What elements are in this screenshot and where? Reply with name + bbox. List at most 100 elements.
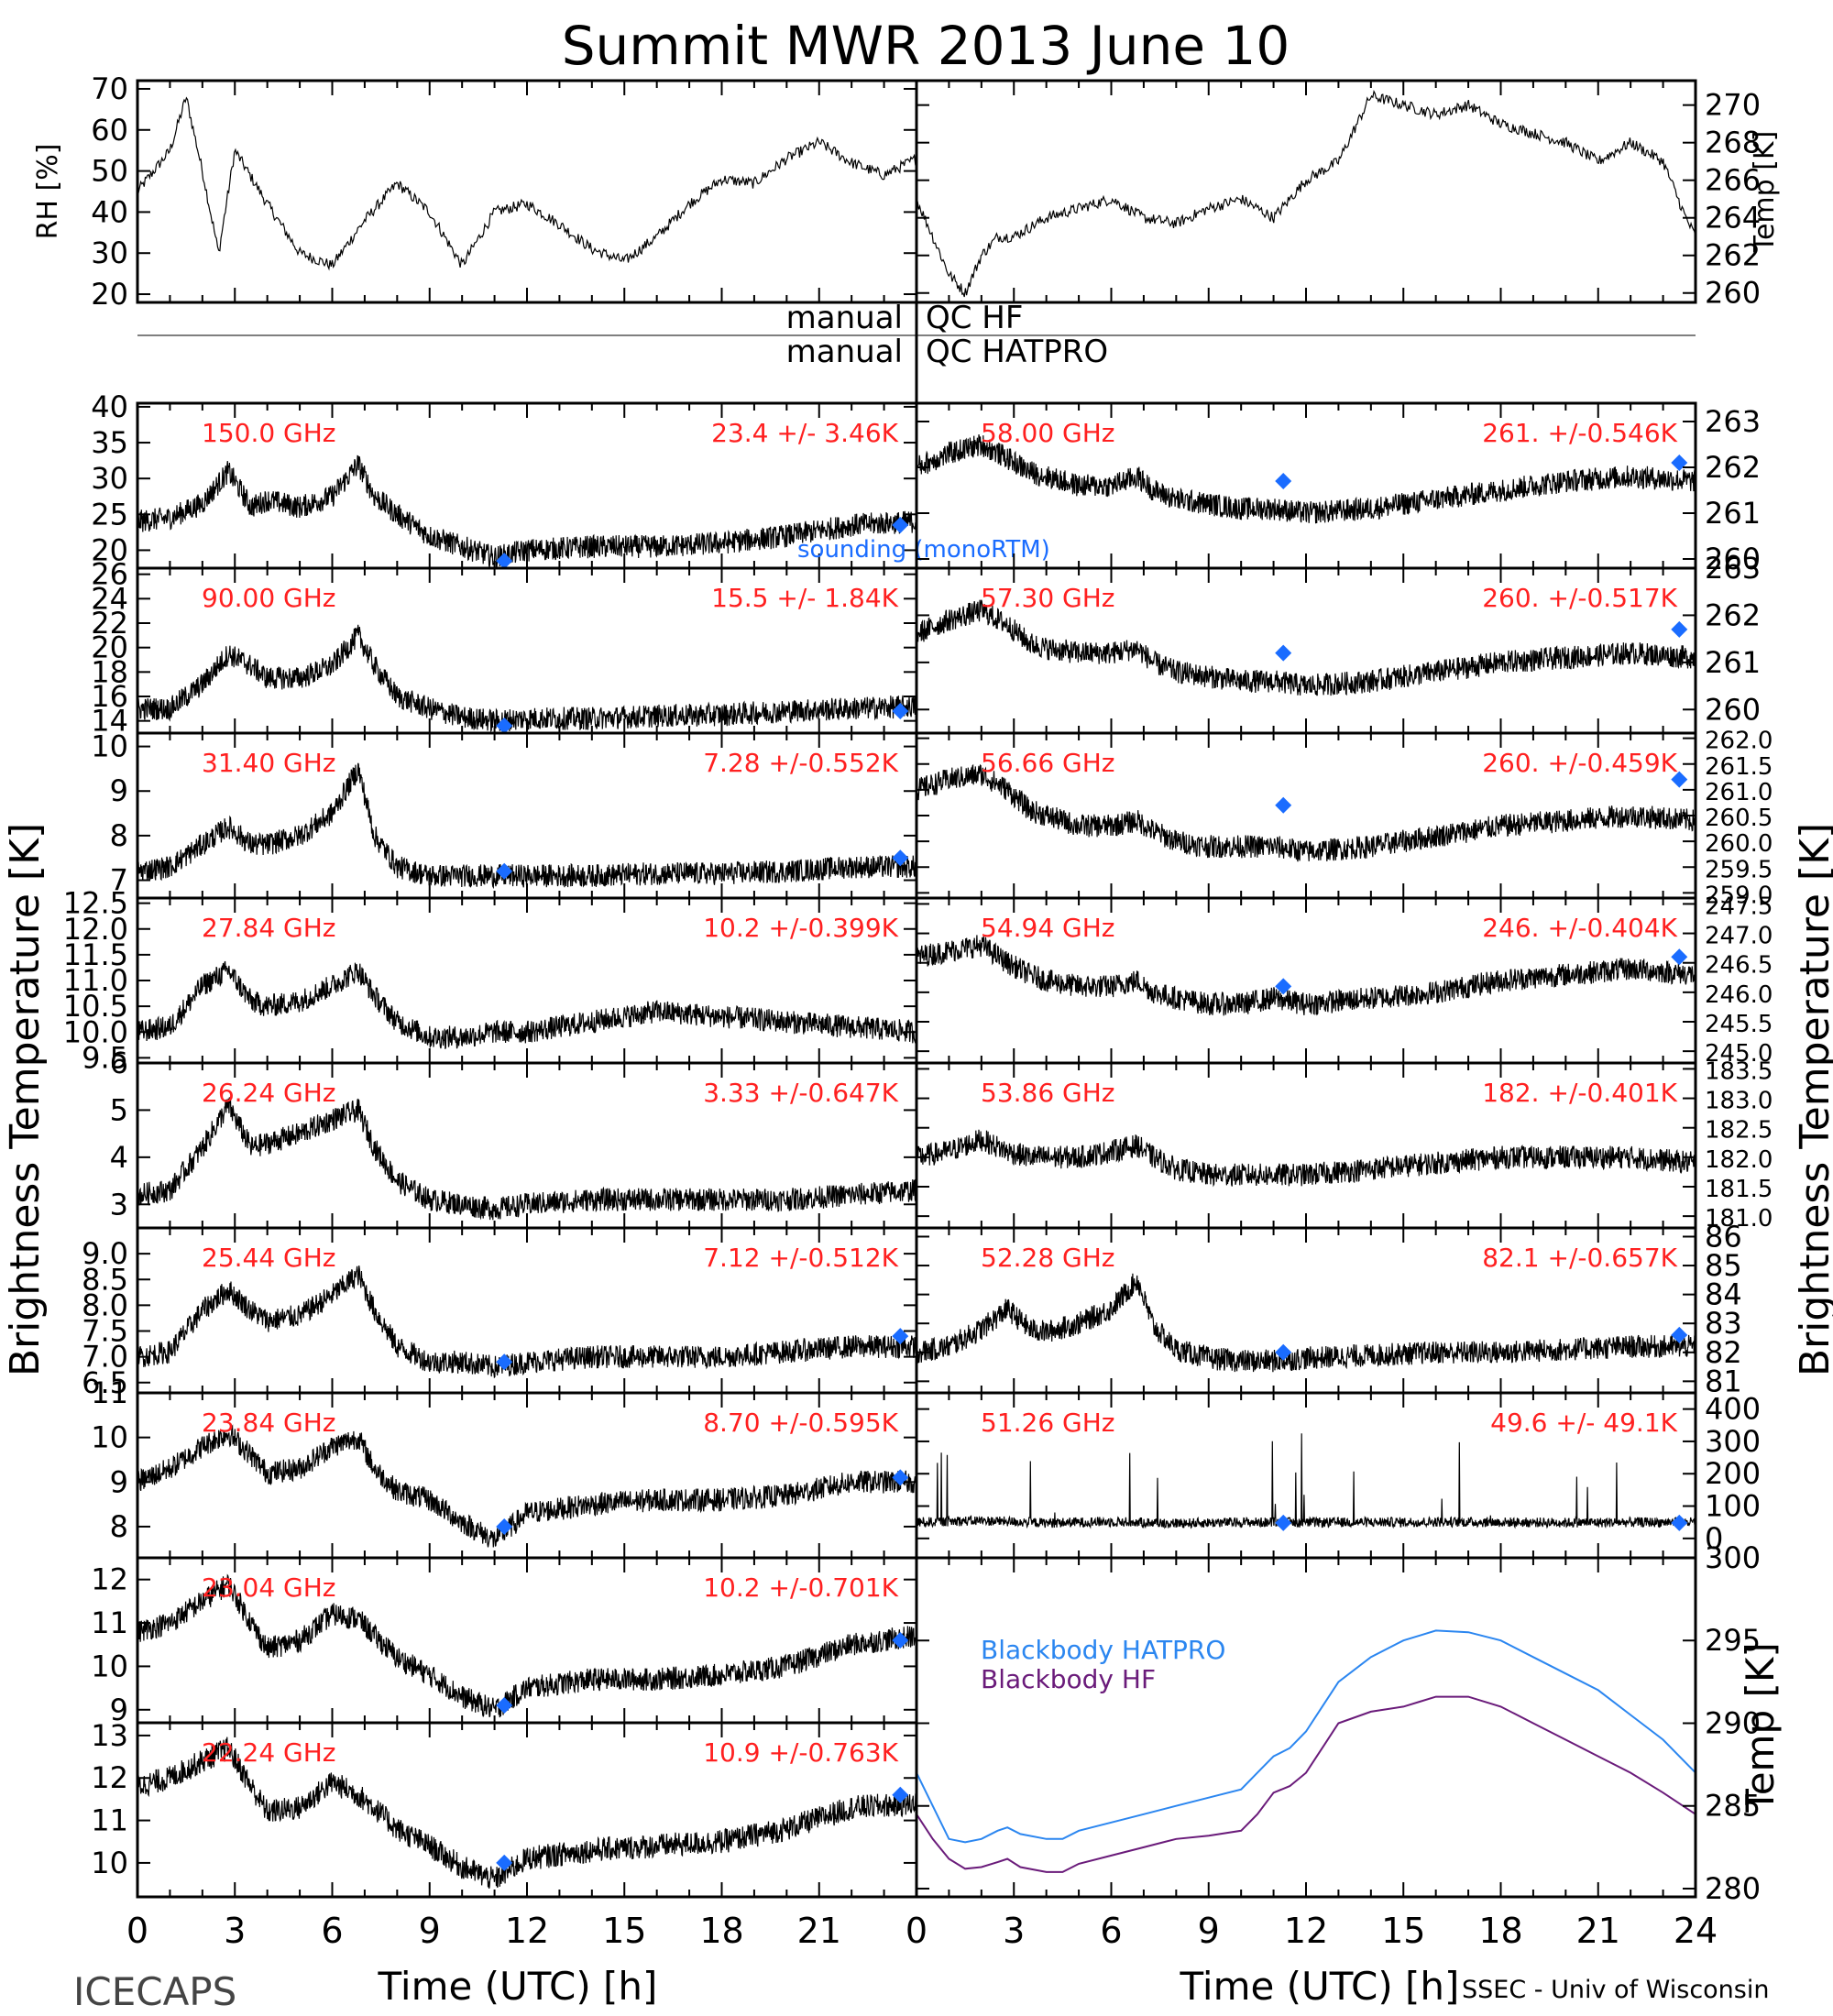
y-tick-label: 264 — [1705, 201, 1761, 236]
y-tick-label: 10 — [91, 729, 128, 764]
y-tick-label: 300 — [1705, 1424, 1761, 1459]
panel-frame — [915, 79, 1697, 304]
y-tick-label: 26 — [91, 557, 128, 592]
y-tick-label: 8.0 — [82, 1287, 128, 1322]
sounding-marker — [1275, 473, 1292, 489]
y-tick-label: 11.0 — [63, 963, 128, 998]
sounding-marker — [1671, 620, 1688, 638]
panel-tb5730: 260 261 262 263 57.30 GHz 260. +/-0.517K — [915, 551, 1761, 735]
sounding-marker — [892, 1786, 909, 1803]
stat-label: 10.2 +/-0.701K — [703, 1572, 898, 1603]
y-tick-label: 12.0 — [63, 912, 128, 947]
sounding-marker — [1275, 644, 1292, 662]
y-tick-label: 10.0 — [63, 1014, 128, 1049]
stat-label: 7.12 +/-0.512K — [703, 1243, 898, 1273]
y-tick-label: 40 — [91, 389, 128, 424]
y-tick-label: 7.5 — [82, 1314, 128, 1349]
y-tick-label: 70 — [91, 71, 128, 106]
y-tick-label: 290 — [1705, 1705, 1761, 1740]
y-tick-label: 246.5 — [1705, 952, 1773, 980]
y-tick-label: 9 — [110, 1464, 128, 1499]
x-tick-label: 15 — [1381, 1911, 1425, 1951]
channel-label: 23.04 GHz — [202, 1572, 336, 1603]
y-tick-label: 22 — [91, 606, 128, 641]
plot-area — [916, 1629, 1696, 1873]
series-tb2784-0 — [137, 960, 916, 1049]
series-tb5228-0 — [916, 1273, 1696, 1373]
series-temp-0 — [916, 89, 1696, 298]
y-tick-label: 262 — [1705, 450, 1761, 485]
plot-area — [916, 1129, 1696, 1188]
y-tick-label: 259.0 — [1705, 882, 1773, 909]
panel-frame — [136, 79, 918, 304]
plot-area — [916, 1273, 1696, 1373]
y-tick-label: 18 — [91, 654, 128, 689]
y-tick-label: 16 — [91, 679, 128, 714]
x-tick-label: 3 — [224, 1911, 246, 1951]
y-tick-label: 10.5 — [63, 989, 128, 1024]
x-tick-label: 9 — [419, 1911, 441, 1951]
footer-right: SSEC - Univ of Wisconsin — [1462, 1976, 1769, 2004]
y-tick-label: 260.5 — [1705, 805, 1773, 832]
qc-hf-left-label: manual — [786, 300, 903, 336]
qc-hf-right-label: QC HF — [926, 300, 1023, 336]
series-tb2544-0 — [137, 1265, 916, 1379]
y-tick-label: 12.5 — [63, 886, 128, 921]
series-tb3140-0 — [137, 762, 916, 890]
x-tick-label: 12 — [1284, 1911, 1328, 1951]
qc-hatpro-right-label: QC HATPRO — [926, 334, 1108, 370]
sounding-marker — [892, 849, 909, 867]
stat-label: 10.9 +/-0.763K — [703, 1737, 898, 1768]
panel-tb2624: 3 4 5 6 26.24 GHz 3.33 +/-0.647K — [110, 1046, 918, 1230]
legend-blackbody-hf: Blackbody HF — [981, 1664, 1156, 1694]
channel-label: 26.24 GHz — [202, 1078, 336, 1108]
y-tick-label: 182.0 — [1705, 1146, 1773, 1174]
series-tb2624-0 — [137, 1097, 916, 1221]
y-tick-label: 8 — [110, 818, 128, 853]
x-axis-label-right: Time (UTC) [h] — [1180, 1964, 1460, 2009]
series-blackbody-hf — [916, 1695, 1696, 1873]
stat-label: 261. +/-0.546K — [1482, 418, 1677, 448]
y-tick-label: 60 — [91, 113, 128, 148]
plot-area — [916, 763, 1696, 862]
y-tick-label: 260 — [1705, 276, 1761, 311]
y-tick-label: 261.0 — [1705, 779, 1773, 806]
x-tick-label: 18 — [699, 1911, 743, 1951]
sounding-marker — [496, 1697, 513, 1715]
x-tick-label: 6 — [1100, 1911, 1122, 1951]
sounding-marker — [1275, 796, 1292, 814]
sounding-marker — [1671, 455, 1688, 471]
figure-title: Summit MWR 2013 June 10 — [562, 15, 1290, 77]
sounding-marker — [1275, 978, 1292, 995]
channel-label: 22.24 GHz — [202, 1737, 336, 1768]
plot-area — [137, 1265, 916, 1379]
y-tick-label: 9 — [110, 773, 128, 808]
y-tick-label: 280 — [1705, 1871, 1761, 1906]
plot-area — [137, 762, 916, 890]
y-tick-label: 182.5 — [1705, 1117, 1773, 1145]
series-blackbody-hatpro — [916, 1629, 1696, 1844]
y-tick-label: 181.5 — [1705, 1176, 1773, 1203]
stat-label: 82.1 +/-0.657K — [1482, 1243, 1677, 1273]
x-tick-label: 12 — [505, 1911, 549, 1951]
stat-label: 49.6 +/- 49.1K — [1490, 1408, 1677, 1438]
y-tick-label: 261 — [1705, 645, 1761, 680]
y-tick-label: 262 — [1705, 238, 1761, 273]
plot-area — [916, 935, 1696, 1016]
sounding-marker — [1275, 1343, 1292, 1361]
y-tick-label: 285 — [1705, 1789, 1761, 1824]
channel-label: 90.00 GHz — [202, 583, 336, 613]
y-tick-label: 7.0 — [82, 1340, 128, 1375]
sounding-marker — [892, 517, 909, 534]
y-tick-label: 9 — [110, 1693, 128, 1727]
x-tick-label: 0 — [126, 1911, 148, 1951]
y-tick-label: 30 — [91, 461, 128, 496]
sounding-marker — [496, 1353, 513, 1371]
